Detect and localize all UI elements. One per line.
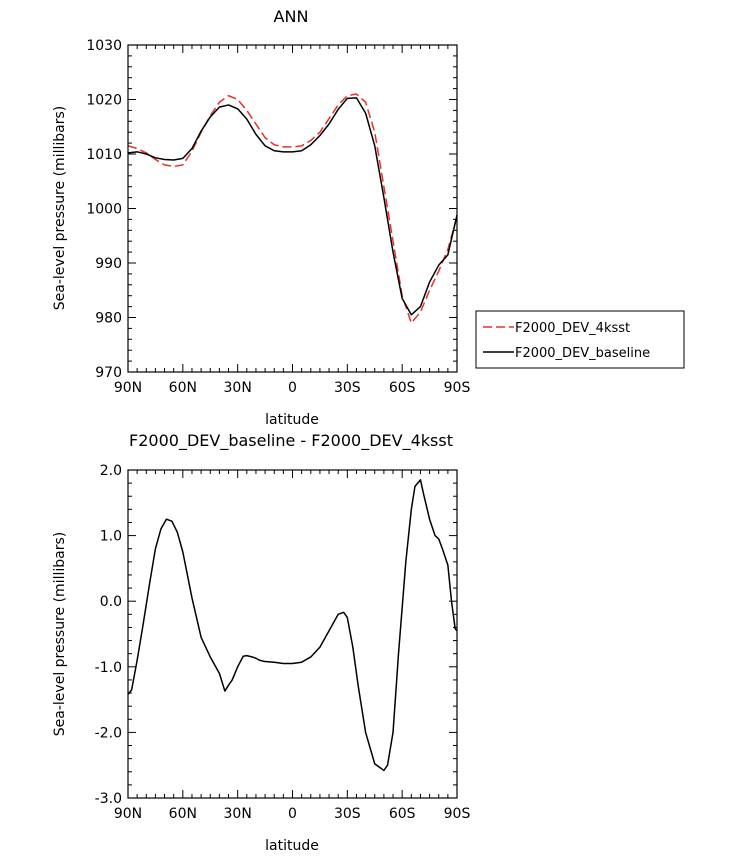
chart-slp-annual: ANN 90N 60N 30N 0 30S 60S 90S 970 980 990 1000 1010… <box>52 7 470 428</box>
y-tick-label: 990 <box>95 256 122 272</box>
x-tick-label: 90N <box>114 806 142 822</box>
legend: F2000_DEV_4ksst F2000_DEV_baseline <box>475 310 685 369</box>
x-tick-label: 0 <box>288 380 297 396</box>
x-tick-label: 30N <box>224 380 252 396</box>
plot-frame <box>127 44 458 373</box>
y-axis-label: Sea-level pressure (millibars) <box>52 532 68 736</box>
x-axis-label: latitude <box>265 838 319 854</box>
y-tick-label: 1030 <box>86 38 122 54</box>
legend-label: F2000_DEV_4ksst <box>515 321 630 336</box>
series-line-1 <box>127 97 458 316</box>
legend-label: F2000_DEV_baseline <box>515 346 650 361</box>
y-tick-label: 1010 <box>86 147 122 163</box>
plot-lines <box>127 479 458 772</box>
plot-frame <box>127 469 458 799</box>
x-tick-label: 30S <box>334 806 361 822</box>
x-tick-label: 60N <box>169 380 197 396</box>
y-tick-label: 1.0 <box>100 529 122 545</box>
tick-labels: 90N 60N 30N 0 30S 60S 90S -3.0 -2.0 -1.0 0.0 1.0 2.0 <box>95 463 471 822</box>
y-tick-label: -1.0 <box>95 660 122 676</box>
x-tick-label: 30N <box>224 806 252 822</box>
x-tick-label: 30S <box>334 380 361 396</box>
y-axis-label: Sea-level pressure (millibars) <box>52 106 68 310</box>
series-line-0 <box>127 93 458 324</box>
x-axis-label: latitude <box>265 412 319 428</box>
tick-marks <box>127 469 458 799</box>
y-tick-label: 0.0 <box>100 594 122 610</box>
chart-title: F2000_DEV_baseline - F2000_DEV_4ksst <box>129 431 453 451</box>
legend-item-4ksst: F2000_DEV_4ksst <box>483 321 630 336</box>
tick-labels: 90N 60N 30N 0 30S 60S 90S 970 980 990 1000 1010 1020… <box>86 38 470 396</box>
y-tick-label: 970 <box>95 365 122 381</box>
x-tick-label: 60N <box>169 806 197 822</box>
legend-box <box>475 310 685 369</box>
x-tick-label: 90N <box>114 380 142 396</box>
y-tick-label: 2.0 <box>100 463 122 479</box>
x-tick-label: 60S <box>389 380 416 396</box>
x-tick-label: 60S <box>389 806 416 822</box>
y-tick-label: 1020 <box>86 93 122 109</box>
y-tick-label: 1000 <box>86 202 122 218</box>
plot-lines <box>127 93 458 324</box>
x-tick-label: 0 <box>288 806 297 822</box>
chart-slp-difference: F2000_DEV_baseline - F2000_DEV_4ksst 90N… <box>52 431 470 854</box>
y-tick-label: 980 <box>95 311 122 327</box>
series-line-0 <box>127 479 458 772</box>
x-tick-label: 90S <box>444 380 471 396</box>
x-tick-label: 90S <box>444 806 471 822</box>
chart-title: ANN <box>274 7 309 26</box>
legend-item-baseline: F2000_DEV_baseline <box>483 346 650 361</box>
tick-marks <box>127 44 458 373</box>
y-tick-label: -2.0 <box>95 725 122 741</box>
y-tick-label: -3.0 <box>95 791 122 807</box>
